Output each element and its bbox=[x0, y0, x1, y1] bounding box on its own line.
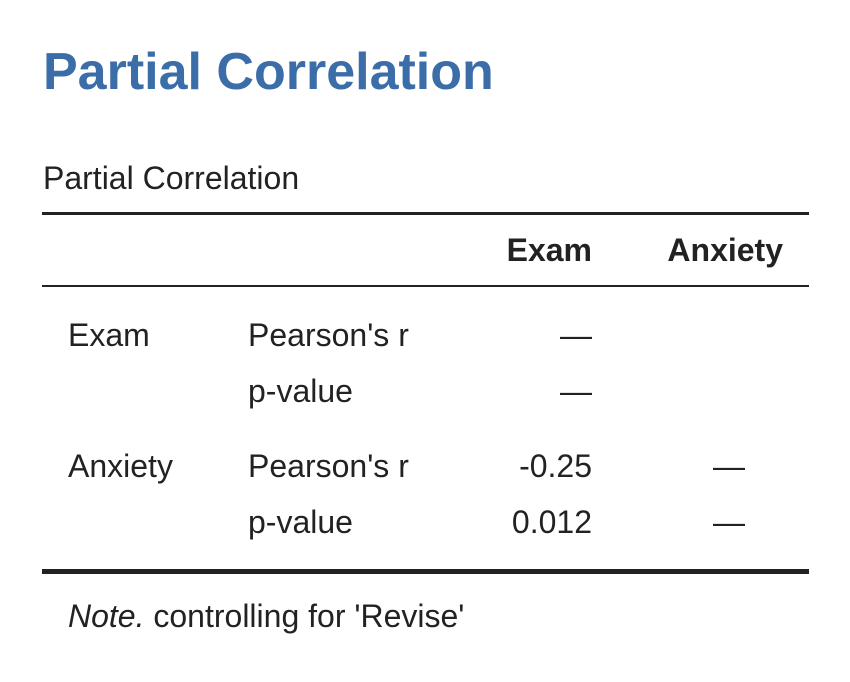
table-cell: — bbox=[560, 317, 592, 353]
statistic-name: Pearson's r bbox=[248, 317, 409, 353]
table-cell: 0.012 bbox=[511, 504, 592, 540]
bottom-rule bbox=[42, 569, 809, 574]
table-cell: — bbox=[713, 504, 745, 540]
header-rule bbox=[42, 285, 809, 287]
column-header: Exam bbox=[506, 232, 592, 268]
column-header: Anxiety bbox=[667, 232, 783, 268]
table-caption: Partial Correlation bbox=[43, 160, 300, 196]
statistic-name: Pearson's r bbox=[248, 448, 409, 484]
table-cell: — bbox=[560, 373, 592, 409]
note-label: Note. bbox=[68, 598, 145, 634]
table-cell: -0.25 bbox=[519, 448, 592, 484]
table-note: Note. controlling for 'Revise' bbox=[68, 600, 464, 632]
top-rule bbox=[42, 212, 809, 215]
table-cell: — bbox=[713, 448, 745, 484]
variable-name: Anxiety bbox=[68, 448, 173, 484]
note-text: controlling for 'Revise' bbox=[153, 598, 465, 634]
variable-name: Exam bbox=[68, 317, 150, 353]
page-title: Partial Correlation bbox=[43, 43, 494, 101]
statistic-name: p-value bbox=[248, 504, 353, 540]
statistic-name: p-value bbox=[248, 373, 353, 409]
